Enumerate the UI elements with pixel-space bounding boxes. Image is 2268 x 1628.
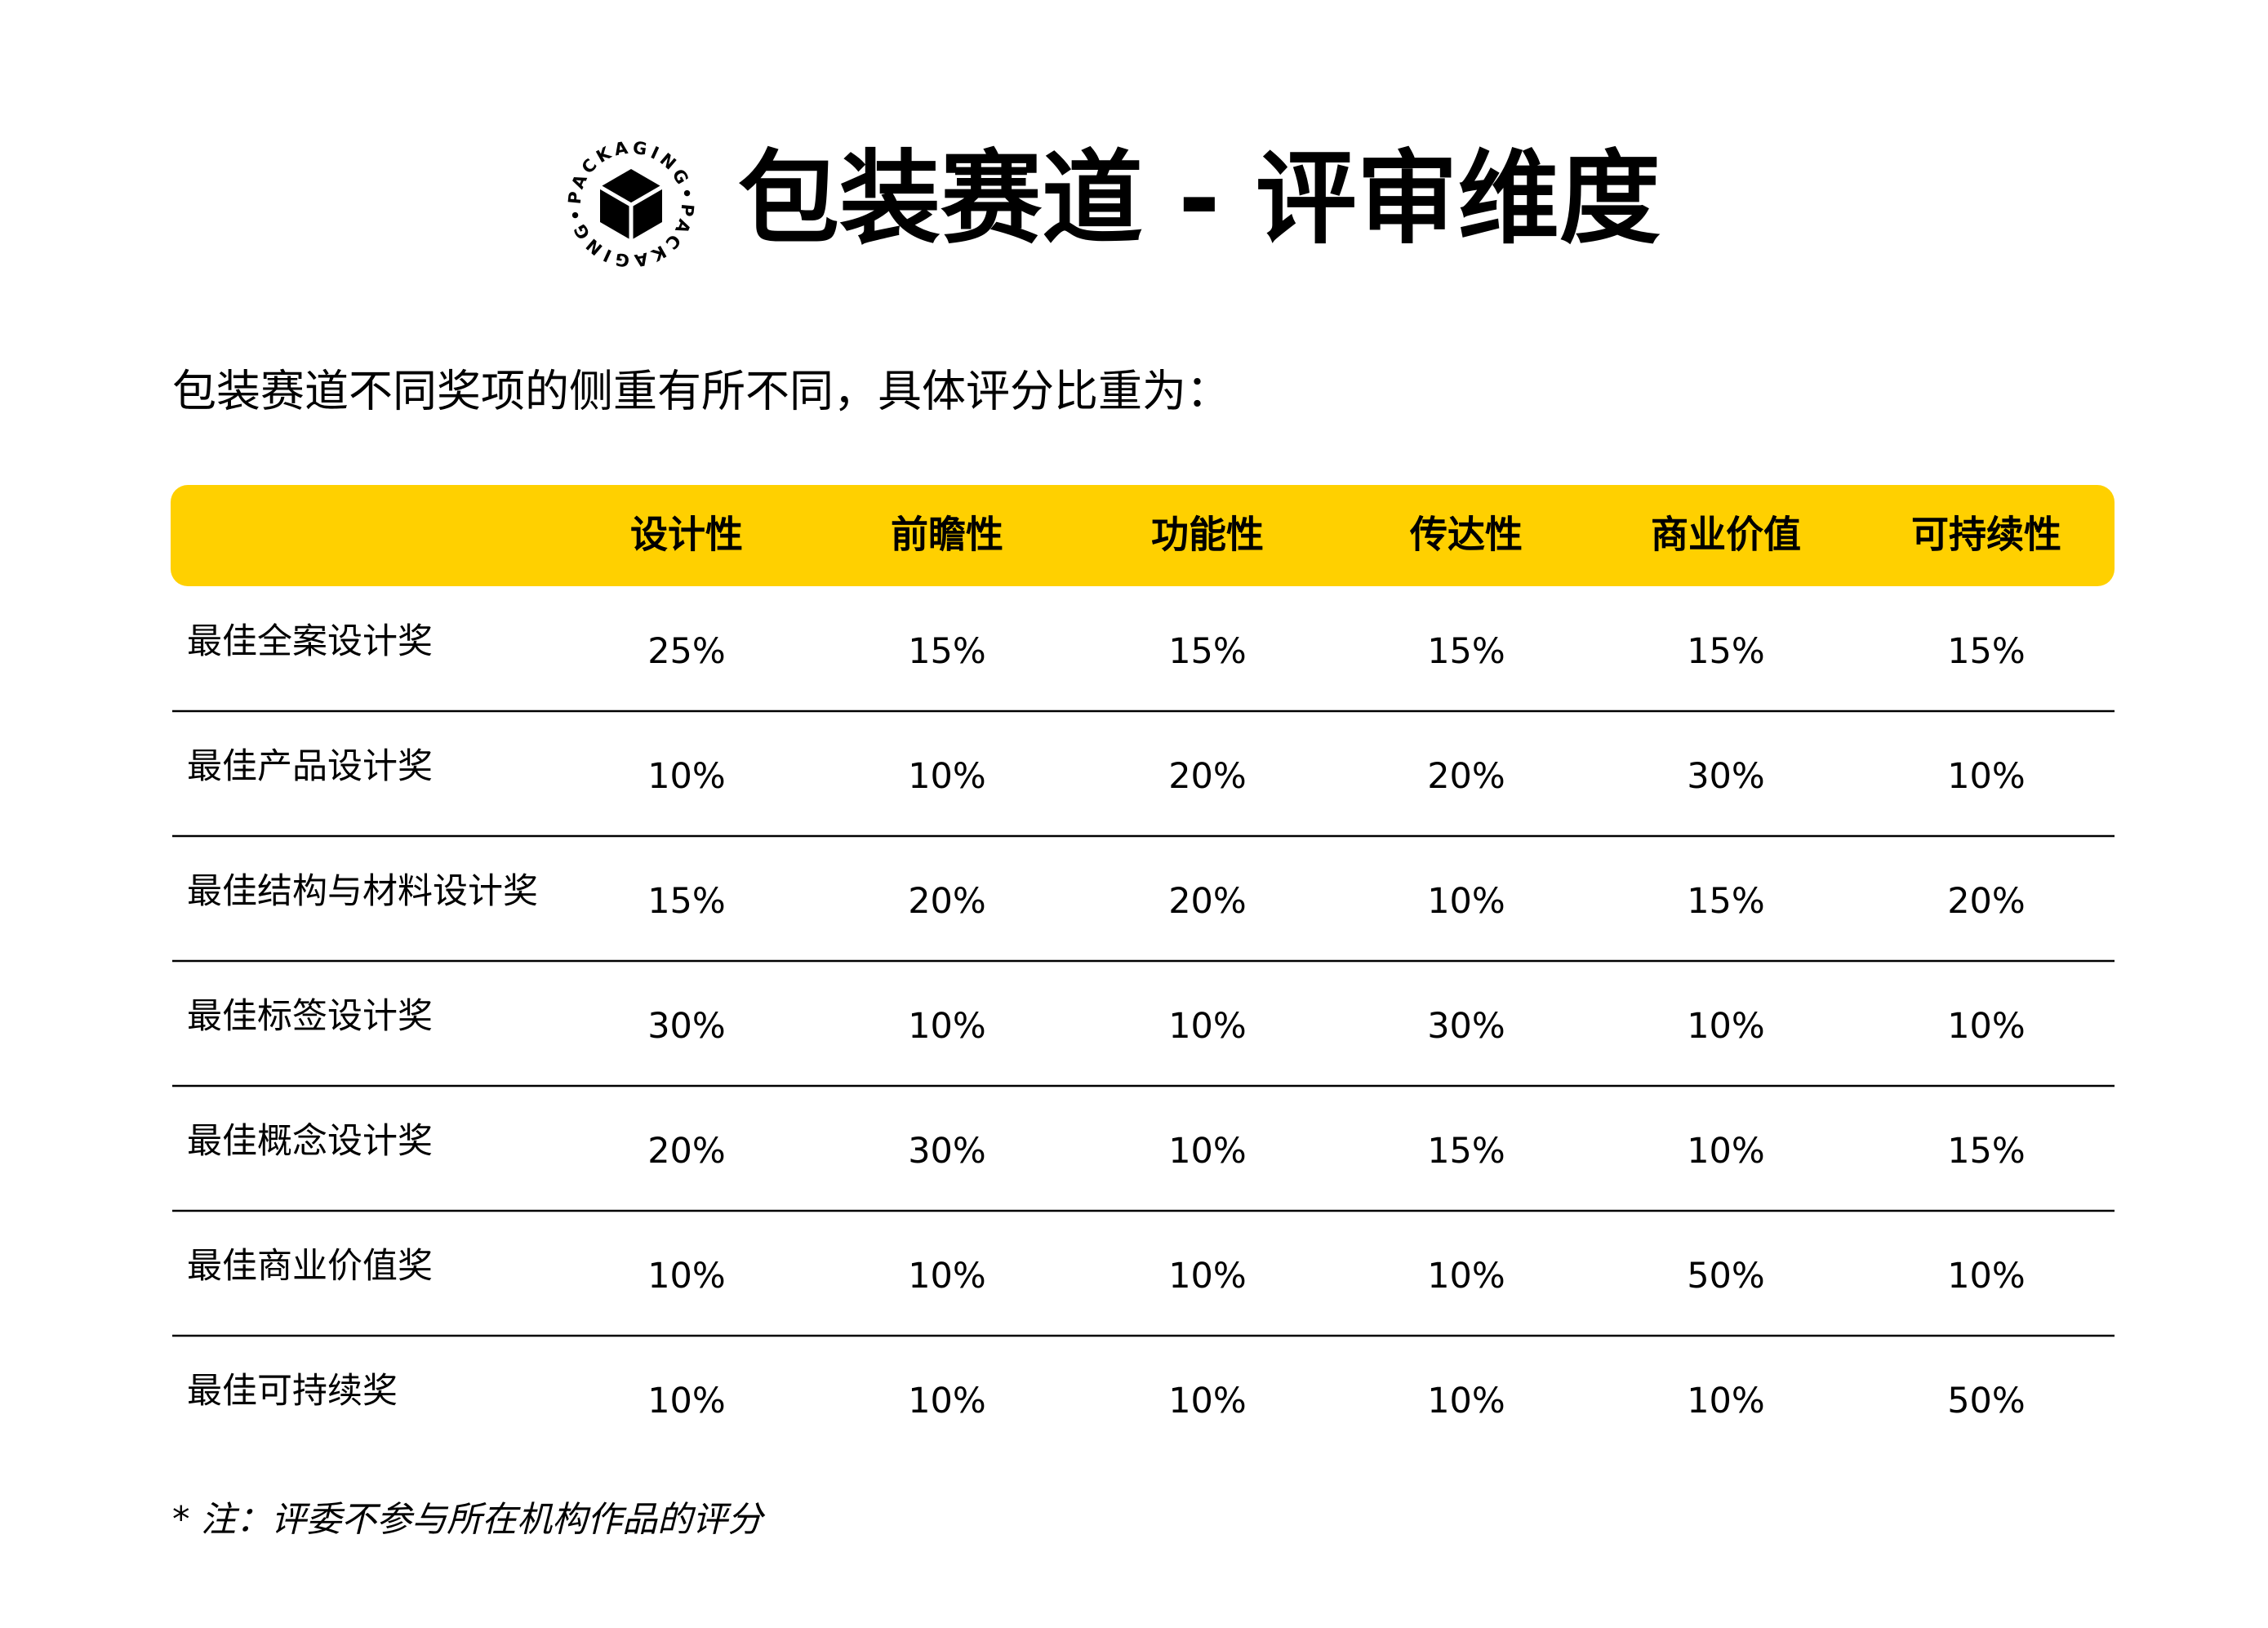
- row-label: 最佳产品设计奖: [187, 746, 433, 787]
- logo: PACKAGING•PACKAGING•: [565, 138, 698, 271]
- cell-value: 10%: [1687, 1006, 1765, 1047]
- cell-value: 10%: [1427, 1381, 1505, 1421]
- cell-value: 20%: [647, 1131, 726, 1172]
- column-header: 设计性: [630, 513, 743, 557]
- cell-value: 10%: [908, 1006, 986, 1047]
- cell-value: 15%: [1427, 631, 1505, 672]
- cell-value: 10%: [647, 1256, 726, 1297]
- column-header: 可持续性: [1911, 513, 2061, 557]
- cell-value: 20%: [1168, 881, 1247, 922]
- cell-value: 15%: [1947, 1131, 2026, 1172]
- row-label: 最佳标签设计奖: [187, 996, 433, 1037]
- cell-value: 10%: [1168, 1131, 1247, 1172]
- cell-value: 20%: [1947, 881, 2026, 922]
- cell-value: 10%: [908, 1381, 986, 1421]
- cell-value: 50%: [1687, 1256, 1765, 1297]
- cell-value: 10%: [1427, 881, 1505, 922]
- cell-value: 10%: [1947, 1256, 2026, 1297]
- cell-value: 10%: [1427, 1256, 1505, 1297]
- row-label: 最佳全案设计奖: [187, 621, 433, 662]
- cell-value: 10%: [908, 1256, 986, 1297]
- title: 包装赛道 - 评审维度: [738, 140, 1661, 258]
- cell-value: 10%: [647, 1381, 726, 1421]
- cell-value: 20%: [1427, 756, 1505, 797]
- cell-value: 15%: [1427, 1131, 1505, 1172]
- cell-value: 30%: [1427, 1006, 1505, 1047]
- column-header: 传达性: [1409, 513, 1523, 557]
- cell-value: 30%: [647, 1006, 726, 1047]
- cell-value: 15%: [1168, 631, 1247, 672]
- column-header: 前瞻性: [891, 513, 1003, 557]
- row-label: 最佳概念设计奖: [187, 1121, 433, 1162]
- cell-value: 30%: [908, 1131, 986, 1172]
- cell-value: 15%: [908, 631, 986, 672]
- cell-value: 15%: [647, 881, 726, 922]
- cell-value: 10%: [1168, 1256, 1247, 1297]
- cell-value: 10%: [1168, 1006, 1247, 1047]
- cell-value: 10%: [647, 756, 726, 797]
- table-header-bar: [171, 485, 2115, 586]
- column-header: 商业价值: [1651, 513, 1801, 557]
- cell-value: 15%: [1687, 881, 1765, 922]
- row-label: 最佳结构与材料设计奖: [187, 871, 538, 912]
- cell-value: 20%: [1168, 756, 1247, 797]
- cell-value: 15%: [1687, 631, 1765, 672]
- cell-value: 10%: [1168, 1381, 1247, 1421]
- intro: 包装赛道不同奖项的侧重有所不同，具体评分比重为：: [172, 366, 1230, 417]
- logo-cube-edges: [598, 185, 664, 240]
- cell-value: 10%: [1947, 756, 2026, 797]
- cell-value: 30%: [1687, 756, 1765, 797]
- cell-value: 10%: [1687, 1381, 1765, 1421]
- cell-value: 10%: [1947, 1006, 2026, 1047]
- cell-value: 50%: [1947, 1381, 2026, 1421]
- cell-value: 25%: [647, 631, 726, 672]
- cell-value: 10%: [908, 756, 986, 797]
- row-label: 最佳可持续奖: [187, 1371, 398, 1412]
- column-header: 功能性: [1151, 513, 1264, 557]
- cell-value: 20%: [908, 881, 986, 922]
- cell-value: 15%: [1947, 631, 2026, 672]
- cell-value: 10%: [1687, 1131, 1765, 1172]
- row-label: 最佳商业价值奖: [187, 1246, 433, 1287]
- note: * 注：评委不参与所在机构作品的评分: [172, 1500, 766, 1541]
